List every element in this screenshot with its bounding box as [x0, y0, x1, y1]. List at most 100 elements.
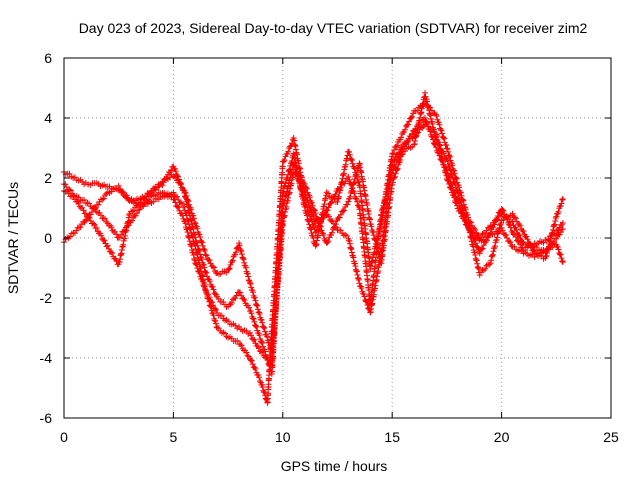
data-point: [197, 233, 204, 240]
data-point: [559, 196, 566, 203]
y-tick-label: -6: [40, 410, 53, 426]
data-point: [489, 252, 496, 259]
data-point: [245, 277, 252, 284]
data-point: [175, 204, 182, 211]
data-point: [543, 252, 550, 259]
data-point: [462, 213, 469, 220]
data-point: [254, 302, 261, 309]
data-point: [546, 240, 553, 247]
data-point: [461, 212, 468, 219]
data-point: [121, 227, 128, 234]
data-point: [506, 221, 513, 228]
data-point: [324, 207, 331, 214]
data-point: [67, 187, 74, 194]
data-point: [115, 182, 122, 189]
data-point: [248, 332, 255, 339]
data-point: [210, 312, 217, 319]
chart-title: Day 023 of 2023, Sidereal Day-to-day VTE…: [79, 20, 588, 36]
data-point: [559, 196, 566, 202]
data-point: [132, 212, 139, 219]
data-point: [238, 251, 245, 258]
data-point: [411, 127, 418, 134]
y-tick-label: 2: [44, 170, 52, 186]
data-point: [483, 237, 490, 244]
data-point: [125, 196, 132, 203]
data-point: [171, 196, 178, 203]
data-point: [455, 200, 462, 207]
data-point: [183, 192, 190, 199]
data-point: [244, 270, 251, 277]
data-point: [361, 293, 368, 300]
data-point: [506, 238, 513, 245]
data-point: [432, 111, 439, 118]
data-point: [198, 238, 205, 245]
data-point: [116, 234, 123, 241]
data-point: [193, 261, 200, 268]
data-point: [241, 296, 248, 303]
data-point: [245, 273, 252, 280]
data-point: [446, 153, 453, 160]
data-point: [174, 203, 181, 210]
data-point: [440, 161, 447, 168]
data-point: [66, 186, 73, 193]
data-point: [113, 257, 120, 264]
data-point: [439, 157, 446, 164]
data-point: [363, 298, 370, 305]
data-point: [90, 220, 97, 227]
data-point: [504, 216, 511, 223]
data-point: [196, 231, 203, 238]
data-point: [191, 255, 198, 262]
data-point: [250, 315, 257, 322]
data-point: [454, 196, 461, 203]
data-point: [303, 204, 310, 211]
data-point: [451, 189, 458, 196]
data-point: [409, 113, 416, 120]
data-point: [174, 193, 181, 200]
y-axis-label: SDTVAR / TECUs: [5, 182, 21, 294]
data-point: [209, 263, 216, 270]
data-point: [530, 247, 537, 254]
data-point: [244, 352, 251, 359]
data-point: [438, 157, 445, 164]
data-point: [81, 196, 88, 203]
data-point: [253, 302, 260, 309]
data-point: [408, 131, 415, 138]
data-point: [191, 219, 198, 226]
data-point: [346, 151, 353, 158]
data-point: [392, 161, 399, 168]
data-point: [433, 137, 440, 144]
data-point: [186, 238, 193, 245]
data-point: [441, 135, 448, 142]
data-point: [451, 189, 458, 196]
data-point: [389, 150, 396, 157]
data-point: [98, 232, 105, 239]
data-point: [202, 286, 209, 293]
data-point: [449, 181, 456, 188]
data-point: [247, 357, 254, 364]
data-point: [323, 189, 330, 196]
data-point: [185, 198, 192, 205]
data-point: [379, 205, 386, 212]
data-point: [256, 309, 263, 316]
data-point: [199, 239, 206, 246]
data-point: [465, 222, 472, 229]
data-point: [370, 232, 377, 239]
data-point: [445, 148, 452, 155]
data-point: [393, 143, 400, 150]
data-point: [296, 180, 303, 187]
data-point: [329, 229, 336, 236]
data-point: [555, 227, 562, 234]
data-point: [253, 323, 260, 330]
data-point: [220, 298, 227, 305]
data-point: [308, 218, 315, 225]
data-point: [388, 170, 395, 177]
data-point: [193, 261, 200, 268]
data-point: [242, 264, 249, 271]
data-point: [202, 251, 209, 258]
data-point: [351, 190, 358, 197]
data-point: [494, 216, 501, 223]
data-point: [396, 153, 403, 160]
data-point: [344, 201, 351, 208]
data-point: [472, 237, 479, 244]
data-point: [62, 181, 69, 188]
